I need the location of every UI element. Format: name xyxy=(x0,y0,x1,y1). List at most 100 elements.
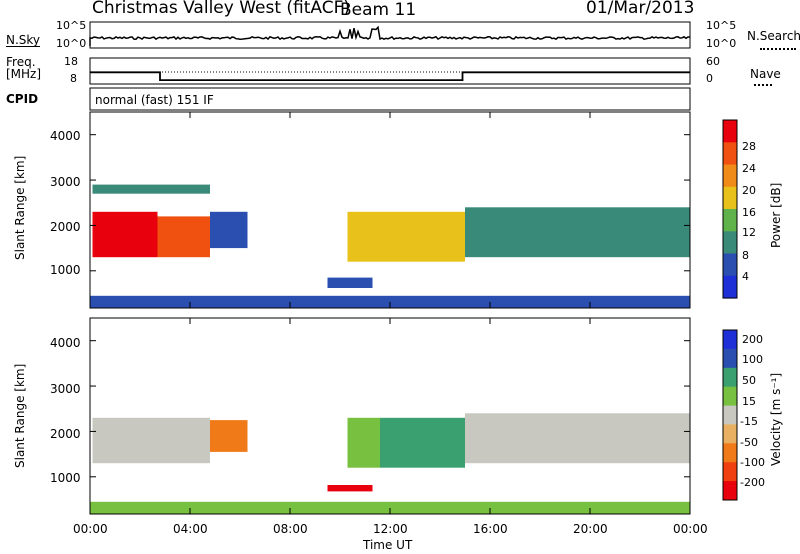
power-region-4 xyxy=(347,211,465,262)
power-region-7 xyxy=(90,295,690,309)
power-cbar-tick-12: 12 xyxy=(742,226,756,239)
xaxis-label: Time UT xyxy=(363,538,413,552)
velocity-region-0 xyxy=(92,417,210,464)
power-ytick-4000: 4000 xyxy=(50,129,81,143)
vel-cbar-tick-m200: -200 xyxy=(740,476,765,489)
velocity-cbar-swatch-0 xyxy=(723,330,737,350)
power-cbar-tick-16: 16 xyxy=(742,206,756,219)
power-region-0 xyxy=(92,211,158,258)
velocity-region-3 xyxy=(380,417,465,468)
velocity-cbar-swatch-1 xyxy=(723,348,737,369)
velocity-axis-ticks xyxy=(89,318,691,514)
velocity-region-4 xyxy=(327,485,373,492)
velocity-region-2 xyxy=(347,417,380,468)
n-sky-tick-bottom: 10^0 xyxy=(56,37,87,50)
nave-legend-line xyxy=(754,84,772,86)
power-cbar-swatch-7 xyxy=(723,275,737,299)
power-region-1 xyxy=(157,216,210,258)
vel-cbar-tick-50: 50 xyxy=(742,374,756,387)
velocity-region-1 xyxy=(210,420,248,452)
power-region-2 xyxy=(92,184,210,194)
n-sky-tick-top: 10^5 xyxy=(56,19,87,32)
velocity-ytick-2000: 2000 xyxy=(50,427,81,441)
n-search-tick-top: 10^5 xyxy=(706,19,737,32)
freq-line xyxy=(90,71,690,81)
power-region-6 xyxy=(465,207,690,258)
velocity-cbar-swatch-2 xyxy=(723,367,737,388)
power-cbar-swatch-3 xyxy=(723,186,737,210)
date-label: 01/Mar/2013 xyxy=(586,0,695,18)
velocity-region-6 xyxy=(90,501,690,515)
power-cbar-swatch-1 xyxy=(723,142,737,166)
xtick-4: 16:00 xyxy=(473,522,508,536)
noise-panel-frame xyxy=(89,21,691,49)
velocity-region-5 xyxy=(465,413,690,464)
cpid-panel-frame xyxy=(89,87,691,111)
velocity-cbar-swatch-8 xyxy=(723,481,737,501)
freq-tick-bottom: 8 xyxy=(70,72,77,85)
power-cbar-swatch-5 xyxy=(723,231,737,255)
power-ytick-2000: 2000 xyxy=(50,220,81,234)
xtick-1: 04:00 xyxy=(173,522,208,536)
freq-unit-label: [MHz] xyxy=(6,67,42,81)
nave-label: Nave xyxy=(750,67,781,81)
velocity-ytick-3000: 3000 xyxy=(50,382,81,396)
nave-tick-top: 60 xyxy=(706,55,720,68)
nave-tick-bottom: 0 xyxy=(706,72,713,85)
xtick-3: 12:00 xyxy=(373,522,408,536)
velocity-cbar-swatch-6 xyxy=(723,443,737,463)
velocity-colorbar xyxy=(722,329,738,501)
xtick-2: 08:00 xyxy=(273,522,308,536)
velocity-ylabel: Slant Range [km] xyxy=(13,363,27,468)
power-cbar-tick-4: 4 xyxy=(742,270,749,283)
power-cbar-swatch-4 xyxy=(723,209,737,232)
vel-cbar-tick-15: 15 xyxy=(742,395,756,408)
vel-cbar-tick-200: 200 xyxy=(742,333,763,346)
power-ytick-3000: 3000 xyxy=(50,175,81,189)
power-cbar-swatch-2 xyxy=(723,164,737,188)
n-search-label: N.Search xyxy=(747,29,800,43)
power-cbar-swatch-0 xyxy=(723,120,737,143)
power-colorbar xyxy=(722,119,738,299)
n-sky-label: N.Sky xyxy=(6,33,41,47)
velocity-cbar-swatch-4 xyxy=(723,405,737,425)
power-region-5 xyxy=(327,277,373,288)
vel-cbar-tick-m100: -100 xyxy=(740,456,765,469)
velocity-ytick-4000: 4000 xyxy=(50,336,81,350)
vel-cbar-tick-m50: -50 xyxy=(740,436,758,449)
freq-panel-frame xyxy=(89,57,691,85)
velocity-heatmap xyxy=(90,413,690,515)
freq-tick-top: 18 xyxy=(64,55,78,68)
chart-title: Christmas Valley West (fitACF) xyxy=(92,0,351,18)
power-cbar-swatch-6 xyxy=(723,253,737,277)
power-cbar-tick-8: 8 xyxy=(742,249,749,262)
freq-label: Freq. xyxy=(6,55,36,69)
velocity-cbar-swatch-5 xyxy=(723,424,737,444)
power-cbar-label: Power [dB] xyxy=(769,182,783,248)
velocity-cbar-swatch-7 xyxy=(723,462,737,482)
power-ytick-1000: 1000 xyxy=(50,263,81,277)
n-search-tick-bottom: 10^0 xyxy=(706,37,737,50)
cpid-text: normal (fast) 151 IF xyxy=(95,93,214,107)
xtick-0: 00:00 xyxy=(73,522,108,536)
velocity-ytick-1000: 1000 xyxy=(50,471,81,485)
xtick-5: 20:00 xyxy=(573,522,608,536)
power-cbar-tick-20: 20 xyxy=(742,184,756,197)
vel-cbar-tick-100: 100 xyxy=(742,353,763,366)
power-region-3 xyxy=(210,211,248,249)
power-cbar-tick-28: 28 xyxy=(742,140,756,153)
velocity-cbar-swatch-3 xyxy=(723,386,737,407)
n-search-legend-line xyxy=(760,48,796,50)
vel-cbar-tick-m15: -15 xyxy=(740,415,758,428)
power-ylabel: Slant Range [km] xyxy=(13,155,27,260)
power-axis-ticks xyxy=(89,112,691,308)
beam-label: Beam 11 xyxy=(340,0,417,20)
power-cbar-frame xyxy=(722,119,738,299)
cpid-label: CPID xyxy=(6,92,39,106)
power-heatmap xyxy=(90,184,690,309)
power-cbar-tick-24: 24 xyxy=(742,162,756,175)
velocity-cbar-frame xyxy=(722,329,738,501)
xtick-6: 00:00 xyxy=(673,522,708,536)
noise-sky-line xyxy=(89,25,690,46)
